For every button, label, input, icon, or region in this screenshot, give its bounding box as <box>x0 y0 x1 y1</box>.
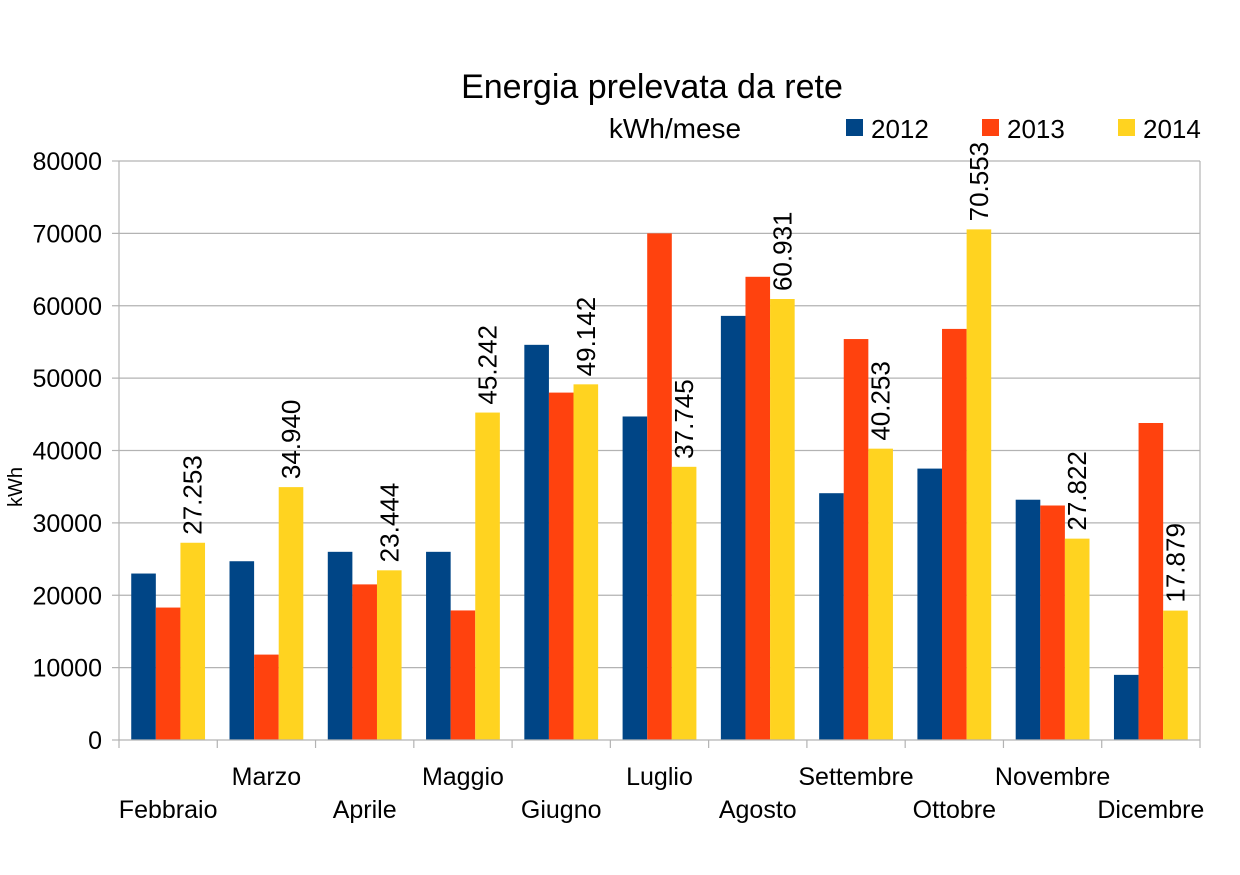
bar-2014 <box>1163 610 1188 740</box>
bar-2012 <box>1015 499 1041 740</box>
x-category-label: Aprile <box>333 796 397 824</box>
bar-2014 <box>573 384 599 740</box>
bar-2013 <box>647 233 672 740</box>
data-label: 60.931 <box>767 211 797 291</box>
y-tick-label: 70000 <box>32 220 102 248</box>
bar-2012 <box>229 561 255 740</box>
bar-2014 <box>1064 538 1090 740</box>
bar-2012 <box>819 493 844 740</box>
legend-label-2012: 2012 <box>871 114 929 144</box>
bar-2012 <box>426 551 451 740</box>
data-label: 70.553 <box>964 142 994 222</box>
data-label: 37.745 <box>669 379 699 459</box>
data-label: 23.444 <box>374 483 404 563</box>
bar-2014 <box>475 412 500 740</box>
data-label: 40.253 <box>866 361 896 441</box>
bar-2012 <box>327 551 353 740</box>
data-labels: 27.253 34.940 23.444 45.242 49.142 37.745 60.9… <box>178 142 1191 603</box>
data-label: 27.253 <box>178 455 208 535</box>
bar-2013 <box>548 392 574 740</box>
axes: 0 10000 20000 30000 40000 50000 60000 70000 8000… <box>32 148 1204 824</box>
bar-2012 <box>917 468 943 740</box>
y-tick-label: 40000 <box>32 438 102 466</box>
bars <box>131 229 1188 740</box>
x-category-label: Luglio <box>626 763 693 791</box>
legend-swatch-2012 <box>846 119 863 136</box>
y-tick-label: 60000 <box>32 293 102 321</box>
y-tick-label: 30000 <box>32 510 102 538</box>
x-category-label: Novembre <box>995 763 1110 791</box>
y-tick-label: 80000 <box>32 148 102 176</box>
data-label: 27.822 <box>1062 451 1092 531</box>
x-category-label: Agosto <box>719 796 797 824</box>
bar-2012 <box>524 344 549 740</box>
data-label: 45.242 <box>473 325 503 405</box>
data-label: 49.142 <box>571 297 601 377</box>
x-category-label: Ottobre <box>913 796 996 824</box>
bar-2012 <box>131 573 156 740</box>
legend-label-2013: 2013 <box>1007 114 1065 144</box>
x-category-label: Maggio <box>422 763 504 791</box>
y-tick-label: 0 <box>88 727 102 755</box>
legend-swatch-2013 <box>982 119 999 136</box>
x-category-label: Giugno <box>521 796 602 824</box>
bar-2013 <box>450 610 476 740</box>
x-category-label: Febbraio <box>119 796 218 824</box>
data-label: 17.879 <box>1160 523 1190 603</box>
bar-2013 <box>1040 505 1065 740</box>
y-tick-label: 10000 <box>32 655 102 683</box>
bar-2014 <box>278 487 304 740</box>
bar-2014 <box>966 229 992 740</box>
bar-2012 <box>720 315 746 740</box>
y-axis-label: kWh <box>5 467 27 507</box>
legend-swatch-2014 <box>1118 119 1135 136</box>
legend: 2012 2013 2014 <box>846 114 1201 144</box>
bar-2014 <box>180 542 206 740</box>
bar-2013 <box>1138 422 1164 740</box>
bar-2014 <box>376 570 402 740</box>
chart-title: Energia prelevata da rete <box>461 68 843 106</box>
x-category-label: Settembre <box>798 763 913 791</box>
bar-2014 <box>770 299 795 740</box>
bar-2013 <box>254 654 279 740</box>
y-tick-label: 20000 <box>32 582 102 610</box>
bar-2014 <box>868 448 893 740</box>
bar-2013 <box>352 584 377 740</box>
y-tick-label: 50000 <box>32 365 102 393</box>
chart-subtitle: kWh/mese <box>609 113 741 144</box>
data-label: 34.940 <box>276 400 306 480</box>
bar-2013 <box>843 339 869 740</box>
x-category-label: Dicembre <box>1097 796 1204 824</box>
bar-2013 <box>942 328 967 740</box>
bar-2012 <box>1113 674 1139 740</box>
x-category-label: Marzo <box>232 763 301 791</box>
bar-2012 <box>622 416 648 740</box>
bar-2013 <box>745 276 771 740</box>
bar-2013 <box>155 607 181 740</box>
legend-label-2014: 2014 <box>1143 114 1201 144</box>
bar-2014 <box>671 466 697 740</box>
